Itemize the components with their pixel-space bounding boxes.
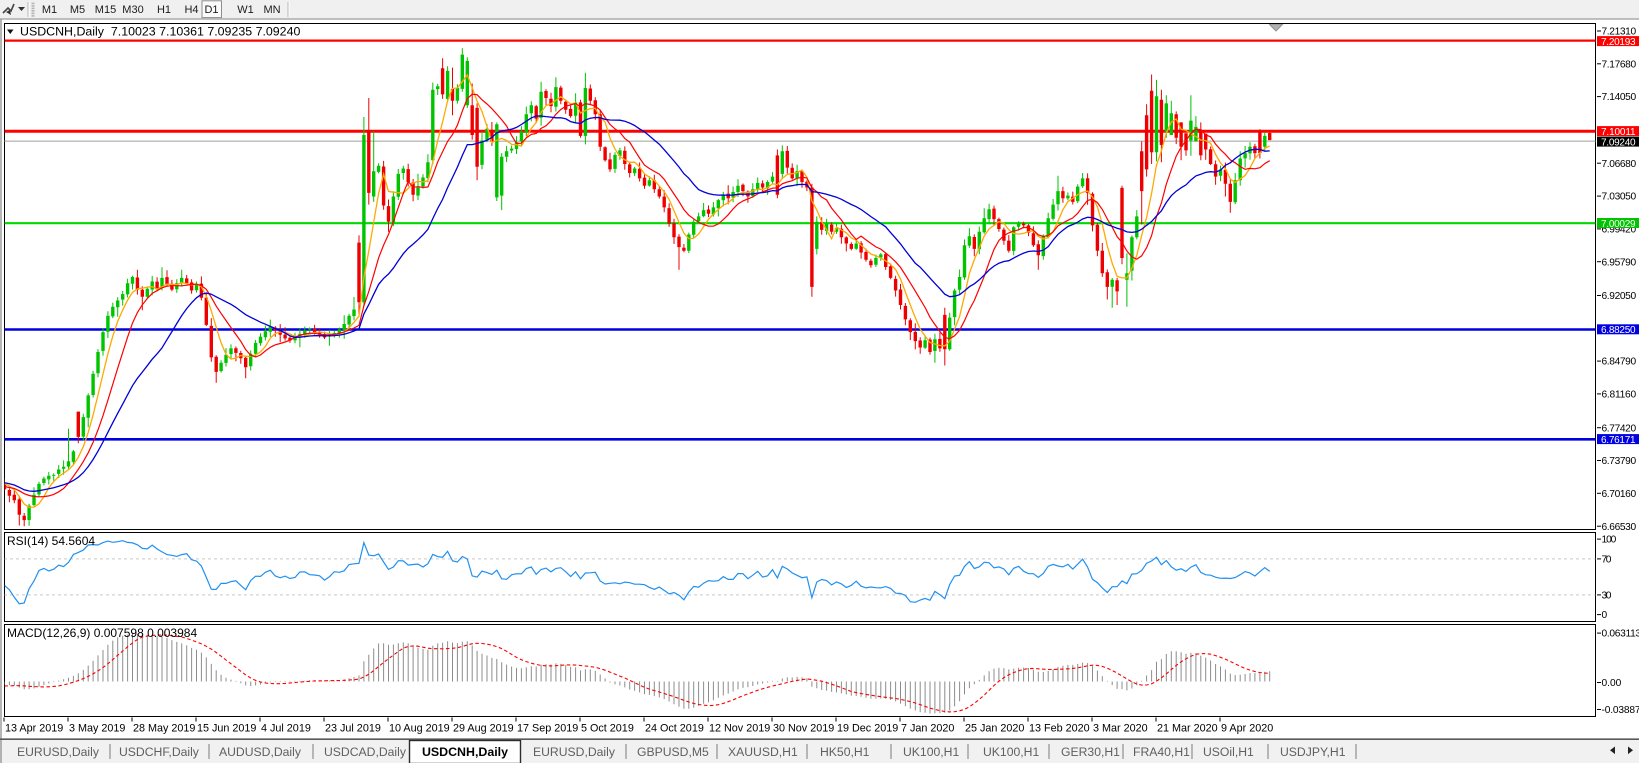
svg-text:7.09240: 7.09240: [1601, 137, 1636, 148]
svg-text:USDCNH,Daily 7.10023 7.10361: USDCNH,Daily 7.10023 7.10361 7.09235 7.0…: [20, 25, 300, 39]
svg-text:70: 70: [1602, 555, 1612, 566]
svg-text:24 Oct 2019: 24 Oct 2019: [645, 723, 704, 735]
svg-text:7.21310: 7.21310: [1602, 27, 1637, 38]
svg-text:10 Aug 2019: 10 Aug 2019: [389, 723, 450, 735]
svg-text:6.88250: 6.88250: [1601, 325, 1636, 336]
svg-text:EURUSD,Daily: EURUSD,Daily: [533, 745, 616, 759]
svg-text:RSI(14) 54.5604: RSI(14) 54.5604: [7, 534, 95, 548]
svg-text:6.99420: 6.99420: [1602, 225, 1637, 236]
svg-text:M30: M30: [122, 4, 143, 16]
svg-text:3 Mar 2020: 3 Mar 2020: [1093, 723, 1148, 735]
svg-text:6.84790: 6.84790: [1602, 357, 1637, 368]
svg-text:6.81160: 6.81160: [1602, 390, 1637, 401]
svg-text:5 Oct 2019: 5 Oct 2019: [581, 723, 634, 735]
svg-text:HK50,H1: HK50,H1: [820, 745, 870, 759]
svg-text:6.92050: 6.92050: [1602, 291, 1637, 302]
svg-text:GBPUSD,M5: GBPUSD,M5: [637, 745, 709, 759]
svg-text:19 Dec 2019: 19 Dec 2019: [837, 723, 898, 735]
svg-text:7.03050: 7.03050: [1602, 192, 1637, 203]
svg-text:FRA40,H1: FRA40,H1: [1133, 745, 1190, 759]
svg-text:6.95790: 6.95790: [1602, 257, 1637, 268]
svg-text:USDJPY,H1: USDJPY,H1: [1280, 745, 1346, 759]
svg-text:7.20193: 7.20193: [1601, 37, 1636, 48]
svg-text:12 Nov 2019: 12 Nov 2019: [709, 723, 770, 735]
svg-text:6.70160: 6.70160: [1602, 489, 1637, 500]
svg-text:USOil,H1: USOil,H1: [1203, 745, 1254, 759]
svg-text:6.77420: 6.77420: [1602, 423, 1637, 434]
svg-text:MACD(12,26,9) 0.007598 0.00398: MACD(12,26,9) 0.007598 0.003984: [7, 626, 197, 640]
svg-text:M5: M5: [70, 4, 85, 16]
svg-text:7.06680: 7.06680: [1602, 159, 1637, 170]
svg-text:0.063113: 0.063113: [1602, 629, 1639, 640]
svg-text:25 Jan 2020: 25 Jan 2020: [965, 723, 1024, 735]
svg-text:7.17680: 7.17680: [1602, 59, 1637, 70]
svg-text:13 Feb 2020: 13 Feb 2020: [1029, 723, 1090, 735]
svg-text:UK100,H1: UK100,H1: [983, 745, 1039, 759]
svg-text:23 Jul 2019: 23 Jul 2019: [325, 723, 381, 735]
svg-text:17 Sep 2019: 17 Sep 2019: [517, 723, 578, 735]
svg-text:USDCNH,Daily: USDCNH,Daily: [422, 745, 508, 759]
svg-text:13 Apr 2019: 13 Apr 2019: [5, 723, 63, 735]
svg-text:100: 100: [1602, 535, 1617, 546]
svg-text:7.00029: 7.00029: [1601, 219, 1636, 230]
svg-text:W1: W1: [237, 4, 254, 16]
svg-text:4 Jul 2019: 4 Jul 2019: [261, 723, 311, 735]
svg-text:6.66530: 6.66530: [1602, 522, 1637, 533]
svg-text:D1: D1: [204, 4, 218, 16]
svg-text:29 Aug 2019: 29 Aug 2019: [453, 723, 514, 735]
svg-text:XAUUSD,H1: XAUUSD,H1: [728, 745, 798, 759]
svg-text:USDCHF,Daily: USDCHF,Daily: [119, 745, 200, 759]
svg-text:H4: H4: [184, 4, 198, 16]
svg-text:0.00: 0.00: [1602, 678, 1622, 689]
svg-text:AUDUSD,Daily: AUDUSD,Daily: [219, 745, 302, 759]
svg-text:7.10011: 7.10011: [1601, 127, 1636, 138]
svg-text:-0.038877: -0.038877: [1602, 705, 1639, 716]
svg-text:30: 30: [1602, 591, 1612, 602]
svg-text:GER30,H1: GER30,H1: [1061, 745, 1120, 759]
svg-text:6.76171: 6.76171: [1601, 435, 1636, 446]
svg-text:M15: M15: [95, 4, 116, 16]
svg-text:7 Jan 2020: 7 Jan 2020: [901, 723, 954, 735]
svg-text:6.73790: 6.73790: [1602, 456, 1637, 467]
svg-text:M1: M1: [42, 4, 57, 16]
svg-text:H1: H1: [157, 4, 171, 16]
svg-text:30 Nov 2019: 30 Nov 2019: [773, 723, 834, 735]
svg-text:0: 0: [1602, 610, 1608, 621]
svg-text:28 May 2019: 28 May 2019: [133, 723, 195, 735]
svg-text:7.14050: 7.14050: [1602, 92, 1637, 103]
svg-text:21 Mar 2020: 21 Mar 2020: [1157, 723, 1218, 735]
svg-text:USDCAD,Daily: USDCAD,Daily: [324, 745, 407, 759]
svg-text:3 May 2019: 3 May 2019: [69, 723, 125, 735]
svg-text:9 Apr 2020: 9 Apr 2020: [1221, 723, 1273, 735]
svg-text:EURUSD,Daily: EURUSD,Daily: [17, 745, 100, 759]
svg-text:MN: MN: [263, 4, 280, 16]
svg-text:15 Jun 2019: 15 Jun 2019: [197, 723, 256, 735]
svg-text:UK100,H1: UK100,H1: [903, 745, 959, 759]
